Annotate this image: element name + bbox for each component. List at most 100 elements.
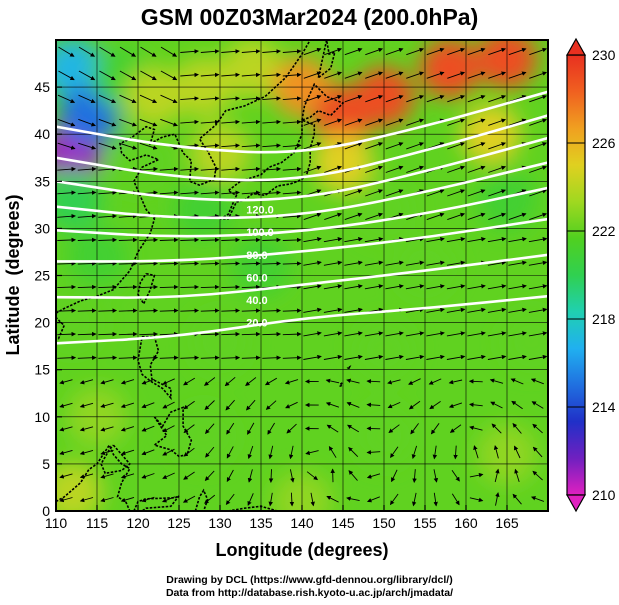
isotach-value-label: 20.0 [246,318,267,330]
wind-vector [529,71,548,79]
wind-vector [323,331,343,337]
wind-vector [282,49,302,54]
wind-vector [489,378,504,384]
wind-vector [405,307,425,313]
wind-vector [467,47,486,56]
wind-vector [140,70,157,81]
wind-vector [77,166,97,172]
wind-vector [241,284,261,290]
wind-vector [118,355,138,360]
x-tick-label: 165 [495,515,519,531]
wind-vector [344,189,363,197]
wind-vector [528,260,548,266]
wind-vector [432,445,438,460]
wind-vector [532,446,543,458]
wind-vector [512,423,522,434]
wind-vector [467,189,486,197]
wind-vector [487,307,507,313]
coast-segment [152,406,193,458]
wind-vector [262,331,282,337]
wind-vector [162,401,175,409]
wind-vector [323,354,343,360]
wind-vector [241,119,261,125]
wind-vector [385,354,404,360]
wind-vector [488,212,507,221]
wind-vector [365,165,384,173]
wind-vector [323,260,343,266]
wind-vector [364,260,384,266]
wind-vector [303,165,322,173]
wind-vector [200,143,220,148]
wind-vector [346,378,360,384]
wind-vector [162,472,175,479]
wind-vector [282,119,302,125]
wind-vector [469,425,483,431]
wind-vector [447,71,466,79]
wind-vector [365,47,384,56]
wind-vector [508,354,527,360]
wind-vector [57,118,76,127]
y-tick-label: 15 [34,362,50,378]
wind-vector [221,72,240,78]
coast-segment [346,365,352,370]
wind-vector [508,237,527,243]
wind-vector [324,47,343,56]
wind-vector [385,142,404,150]
wind-vector [303,284,322,290]
wind-vector [200,96,220,101]
wind-vector [284,379,299,385]
wind-vector [344,260,363,266]
wind-vector [491,423,502,434]
wind-vector [385,165,404,173]
isotach-line [56,90,548,154]
wind-vector [262,355,282,360]
wind-vector [118,237,138,243]
wind-vector [433,492,438,507]
wind-vector [241,49,261,54]
wind-vector [139,308,159,313]
wind-vector [159,190,179,195]
isotach-value-label: 60.0 [246,272,267,284]
wind-vector [324,71,343,79]
wind-vector [139,118,158,127]
field-sample [56,462,103,511]
wind-vector [226,469,234,483]
wind-vector [183,377,196,386]
field-sample [173,179,234,240]
wind-vector [508,331,527,337]
wind-vector [241,96,261,101]
wind-vector [406,118,425,126]
wind-vector [303,71,322,79]
wind-vector [303,354,322,360]
wind-vector [221,143,240,148]
wind-vector [262,261,282,266]
wind-vector [514,468,520,483]
wind-vector [262,143,281,148]
wind-vector [508,212,527,221]
wind-vector [411,445,418,460]
wind-vector [59,402,73,408]
wind-vector [205,446,215,458]
wind-vector [159,284,179,290]
wind-vector [346,496,360,502]
field-sample [222,40,283,99]
wind-vector [528,307,548,313]
wind-vector [100,379,114,385]
wind-vector [200,284,220,290]
wind-vector [447,212,466,221]
wind-vector [162,378,175,385]
wind-vector [79,449,94,456]
wind-vector [488,189,507,197]
y-tick-label: 20 [34,315,50,331]
wind-vector [141,425,155,432]
wind-vector [303,307,322,313]
wind-vector [241,355,261,360]
wind-vector [100,426,114,432]
wind-vector [324,165,343,173]
wind-vector [59,379,73,385]
wind-vector [120,426,135,432]
x-tick-label: 155 [413,515,437,531]
wind-vector [433,469,439,483]
wind-vector [221,190,240,195]
wind-vector [59,426,73,432]
